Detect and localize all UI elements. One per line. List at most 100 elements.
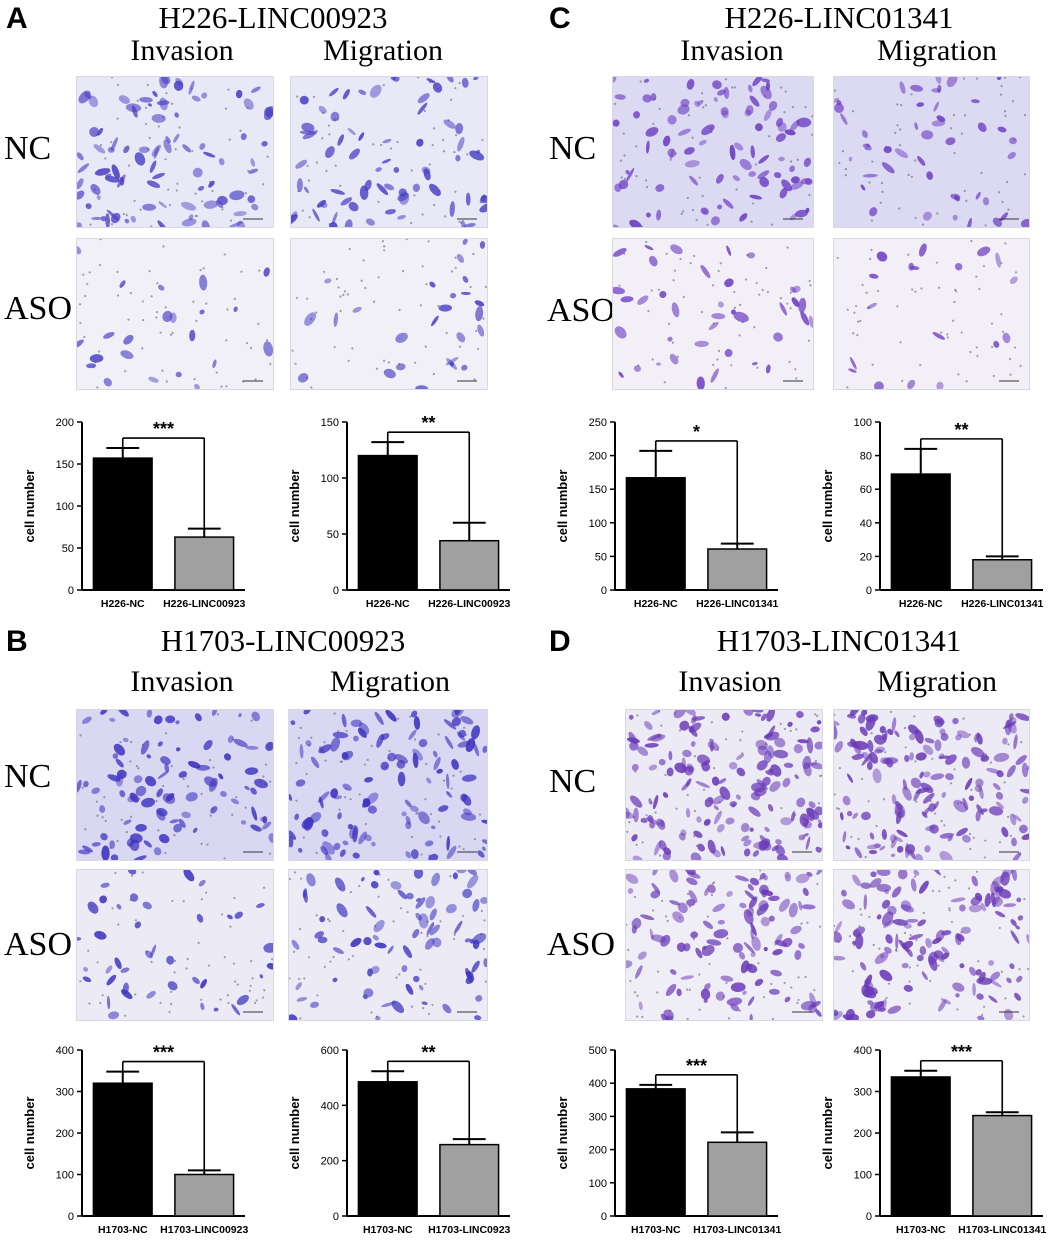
pore-dot: [664, 915, 668, 918]
pore-dot: [834, 713, 836, 717]
stained-cell: [770, 969, 782, 977]
pore-dot: [328, 133, 331, 136]
pore-dot: [296, 95, 299, 98]
pore-dot: [880, 181, 883, 185]
stained-cell: [395, 363, 406, 371]
stained-cell: [976, 977, 993, 985]
stained-cell: [768, 915, 775, 922]
stained-cell: [968, 795, 974, 801]
stained-cell: [980, 755, 990, 762]
pore-dot: [984, 224, 987, 227]
panel-label: A: [6, 2, 28, 35]
stained-cell: [921, 130, 934, 140]
pore-dot: [159, 331, 162, 334]
stained-cell: [385, 710, 397, 722]
stained-cell: [259, 974, 264, 979]
pore-dot: [312, 95, 316, 98]
stained-cell: [250, 158, 255, 167]
stained-cell: [869, 832, 875, 840]
stained-cell: [902, 786, 912, 801]
stained-cell: [203, 200, 218, 209]
pore-dot: [963, 114, 967, 117]
pore-dot: [247, 169, 250, 172]
pore-dot: [250, 960, 253, 963]
panel-title: H226-LINC00923: [158, 0, 388, 35]
pore-dot: [116, 117, 119, 120]
stained-cell: [110, 137, 118, 152]
y-tick-label: 150: [589, 484, 607, 496]
stained-cell: [695, 947, 703, 959]
stained-cell: [815, 1009, 822, 1017]
stained-cell: [651, 882, 661, 894]
stained-cell: [304, 312, 317, 326]
pore-dot: [794, 368, 797, 371]
bar-nc: [890, 473, 951, 591]
pore-dot: [813, 989, 816, 992]
stained-cell: [760, 85, 772, 100]
row-label-nc: NC: [4, 758, 52, 795]
pore-dot: [960, 331, 963, 334]
pore-dot: [164, 306, 167, 309]
pore-dot: [339, 309, 342, 313]
stained-cell: [879, 953, 885, 959]
stained-cell: [688, 726, 698, 737]
y-tick-label: 300: [589, 1111, 607, 1123]
stained-cell: [235, 89, 243, 99]
stained-cell: [752, 77, 763, 87]
stained-cell: [975, 191, 981, 200]
micrograph-nc-migration: [833, 709, 1030, 861]
pore-dot: [698, 973, 701, 976]
pore-dot: [186, 785, 190, 788]
pore-dot: [164, 158, 167, 161]
stained-cell: [690, 852, 702, 860]
stained-cell: [374, 942, 387, 949]
stained-cell: [82, 845, 94, 853]
stained-cell: [738, 952, 746, 960]
stained-cell: [1006, 765, 1016, 778]
stained-cell: [677, 902, 688, 914]
micrograph-aso-invasion: [625, 869, 823, 1021]
pore-dot: [738, 334, 741, 337]
stained-cell: [1002, 737, 1008, 745]
stained-cell: [330, 788, 339, 799]
stained-cell: [134, 152, 146, 166]
pore-dot: [789, 729, 792, 733]
stained-cell: [89, 126, 100, 137]
stained-cell: [905, 918, 919, 923]
stained-cell: [192, 827, 198, 833]
stained-cell: [893, 835, 903, 843]
pore-dot: [475, 329, 478, 333]
stained-cell: [438, 304, 453, 312]
stained-cell: [659, 290, 667, 298]
pore-dot: [976, 354, 979, 358]
stained-cell: [1012, 814, 1022, 822]
stained-cell: [924, 845, 931, 853]
pore-dot: [750, 220, 753, 223]
pore-dot: [459, 770, 462, 773]
pore-dot: [846, 308, 849, 311]
pore-dot: [171, 331, 174, 335]
pore-dot: [907, 253, 910, 256]
pore-dot: [130, 874, 134, 877]
stained-cell: [993, 340, 1000, 348]
stained-cell: [153, 847, 162, 856]
stained-cell: [914, 729, 924, 744]
pore-dot: [173, 959, 177, 963]
pore-dot: [660, 724, 663, 727]
bar-nc: [357, 1081, 418, 1217]
stained-cell: [264, 107, 273, 118]
pore-dot: [1009, 373, 1012, 376]
pore-dot: [323, 965, 326, 968]
stained-cell: [656, 818, 666, 830]
stained-cell: [127, 795, 137, 803]
stained-cell: [211, 710, 218, 716]
pore-dot: [1018, 968, 1021, 971]
pore-dot: [931, 757, 934, 760]
pore-dot: [159, 1001, 162, 1005]
y-tick-label: 80: [860, 451, 872, 463]
pore-dot: [846, 386, 849, 389]
stained-cell: [626, 873, 639, 884]
pore-dot: [455, 134, 458, 137]
stained-cell: [685, 807, 691, 818]
pore-dot: [1003, 781, 1006, 784]
